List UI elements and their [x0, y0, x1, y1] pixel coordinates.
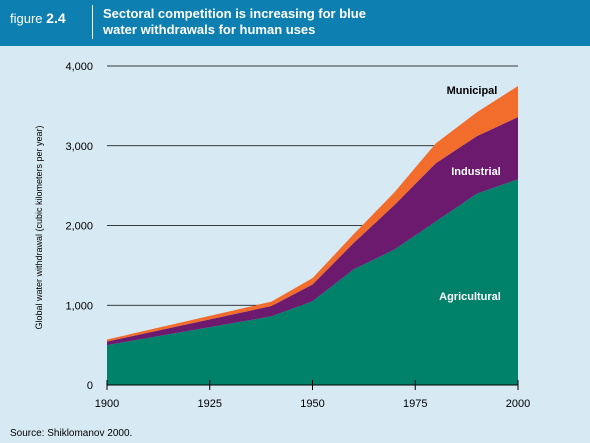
title-line-2: water withdrawals for human uses: [103, 22, 316, 37]
y-tick-label-2000: 2,000: [65, 221, 93, 233]
y-tick-label-3000: 3,000: [65, 141, 93, 153]
x-tick-label-1950: 1950: [300, 398, 324, 410]
y-tick-label-1000: 1,000: [65, 300, 93, 312]
x-tick-label-1925: 1925: [198, 398, 222, 410]
municipal-label: Municipal: [447, 85, 498, 97]
agricultural-area: [107, 179, 518, 385]
x-tick-label-2000: 2000: [506, 398, 530, 410]
agricultural-label: Agricultural: [439, 291, 501, 303]
y-tick-label-0: 0: [87, 380, 93, 392]
industrial-area: [107, 117, 518, 346]
y-tick-label-4000: 4,000: [65, 61, 93, 73]
y-axis-title: Global water withdrawal (cubic kilometer…: [34, 125, 44, 329]
x-tick-label-1975: 1975: [403, 398, 427, 410]
figure-number: 2.4: [46, 10, 66, 26]
source-note: Source: Shiklomanov 2000.: [10, 428, 133, 439]
title-line-1: Sectoral competition is increasing for b…: [103, 6, 366, 21]
chart-title: Sectoral competition is increasing for b…: [103, 6, 403, 38]
chart: 1900 1925 1950 1975 2000 0 1,000 2,000 3,000 4,00…: [34, 61, 530, 410]
header-divider: [92, 5, 93, 39]
figure-word: figure: [10, 11, 43, 26]
figure-label: figure 2.4: [10, 10, 66, 26]
figure-header: figure 2.4 Sectoral competition is incre…: [0, 0, 590, 46]
industrial-label: Industrial: [451, 166, 501, 178]
x-tick-label-1900: 1900: [95, 398, 119, 410]
